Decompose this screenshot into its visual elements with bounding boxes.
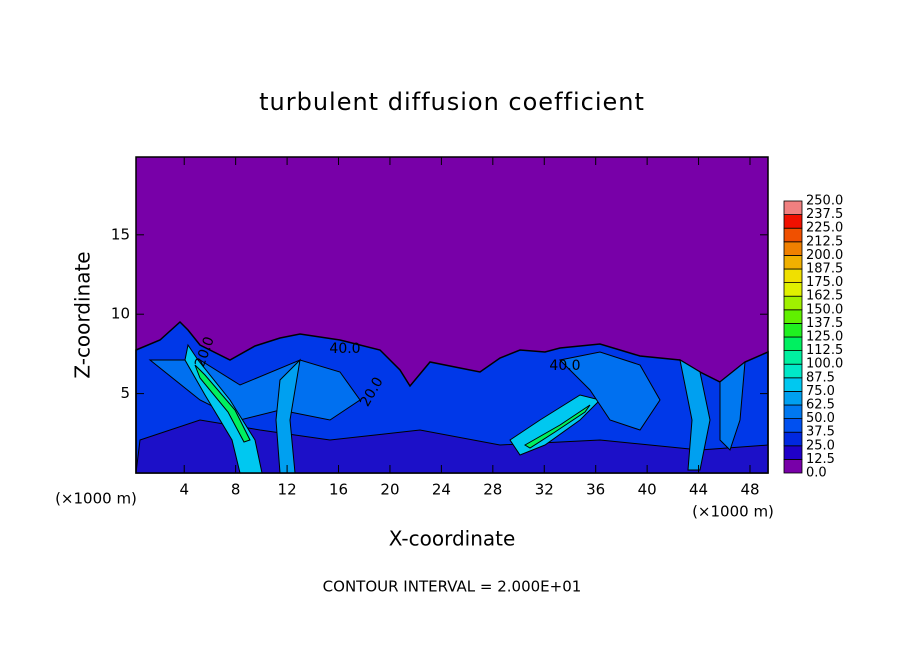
x-tick-label: 36: [586, 481, 605, 499]
colorbar-swatch: [783, 377, 803, 392]
colorbar-label: 125.0: [806, 330, 843, 345]
colorbar-swatch: [783, 214, 803, 229]
x-tick-label: 44: [689, 481, 708, 499]
colorbar-swatch: [783, 390, 803, 406]
colorbar-label: 212.5: [806, 234, 843, 249]
x-unit-label: (×1000 m): [692, 503, 774, 521]
colorbar-swatch: [783, 309, 803, 324]
colorbar-label: 200.0: [806, 248, 843, 263]
x-tick-label: 24: [432, 481, 451, 499]
y-tick-label: 15: [111, 225, 130, 243]
x-tick-label: 8: [231, 481, 241, 499]
colorbar-label: 250.0: [806, 194, 843, 209]
colorbar-label: 25.0: [806, 438, 835, 453]
colorbar-label: 12.5: [806, 452, 835, 467]
colorbar-swatch: [783, 458, 803, 474]
colorbar-label: 37.5: [806, 425, 835, 440]
field: [135, 157, 769, 474]
x-tick-label: 12: [278, 481, 297, 499]
colorbar-label: 100.0: [806, 357, 843, 372]
colorbar-label: 50.0: [806, 411, 835, 426]
footer: CONTOUR INTERVAL = 2.000E+01: [323, 578, 582, 596]
x-tick-label: 20: [380, 481, 399, 499]
y-tick-label: 10: [111, 305, 130, 323]
colorbar-swatch: [783, 404, 803, 420]
mid-region: [558, 351, 661, 431]
colorbar-swatch: [783, 200, 803, 216]
colorbar-label: 187.5: [806, 262, 843, 277]
colorbar-swatch: [783, 350, 803, 365]
colorbar-swatch: [783, 268, 803, 284]
x-axis-title: X-coordinate: [389, 527, 516, 551]
colorbar-label: 237.5: [806, 207, 843, 222]
x-unit-label: (×1000 m): [55, 490, 137, 508]
colorbar-swatch: [783, 295, 803, 311]
colorbar-label: 150.0: [806, 302, 843, 317]
x-tick-label: 28: [483, 481, 502, 499]
contour-label: 40.0: [329, 341, 360, 357]
colorbar-swatch: [783, 431, 803, 447]
x-tick-label: 32: [535, 481, 554, 499]
plot-frame: [135, 156, 769, 474]
colorbar-swatch: [783, 241, 803, 256]
streak-core: [194, 364, 251, 443]
colorbar-swatch: [783, 282, 803, 297]
colorbar-label: 62.5: [806, 398, 835, 413]
colorbar-label: 137.5: [806, 316, 843, 331]
colorbar-label: 175.0: [806, 275, 843, 290]
x-tick-label: 4: [179, 481, 189, 499]
colorbar-swatch: [783, 227, 803, 243]
contour-label: 40.0: [549, 358, 580, 374]
colorbar-label: 75.0: [806, 384, 835, 399]
colorbar-label: 87.5: [806, 370, 835, 385]
x-tick-label: 48: [740, 481, 759, 499]
colorbar-label: 225.0: [806, 221, 843, 236]
y-tick-label: 5: [120, 384, 130, 402]
y-axis-title: Z-coordinate: [71, 251, 95, 378]
streak: [679, 358, 711, 471]
colorbar-swatch: [783, 322, 803, 338]
streak: [509, 394, 601, 456]
colorbar-swatch: [783, 336, 803, 352]
colorbar-swatch: [783, 445, 803, 460]
colorbar-label: 112.5: [806, 343, 843, 358]
colorbar-label: 0.0: [806, 466, 827, 481]
colorbar-swatch: [783, 418, 803, 433]
chart-title: turbulent diffusion coefficient: [259, 88, 645, 116]
colorbar-swatch: [783, 254, 803, 270]
x-tick-label: 16: [329, 481, 348, 499]
streak-core: [524, 404, 591, 449]
colorbar-swatch: [783, 363, 803, 379]
streak: [719, 360, 746, 451]
colorbar-label: 162.5: [806, 289, 843, 304]
x-tick-label: 40: [638, 481, 657, 499]
